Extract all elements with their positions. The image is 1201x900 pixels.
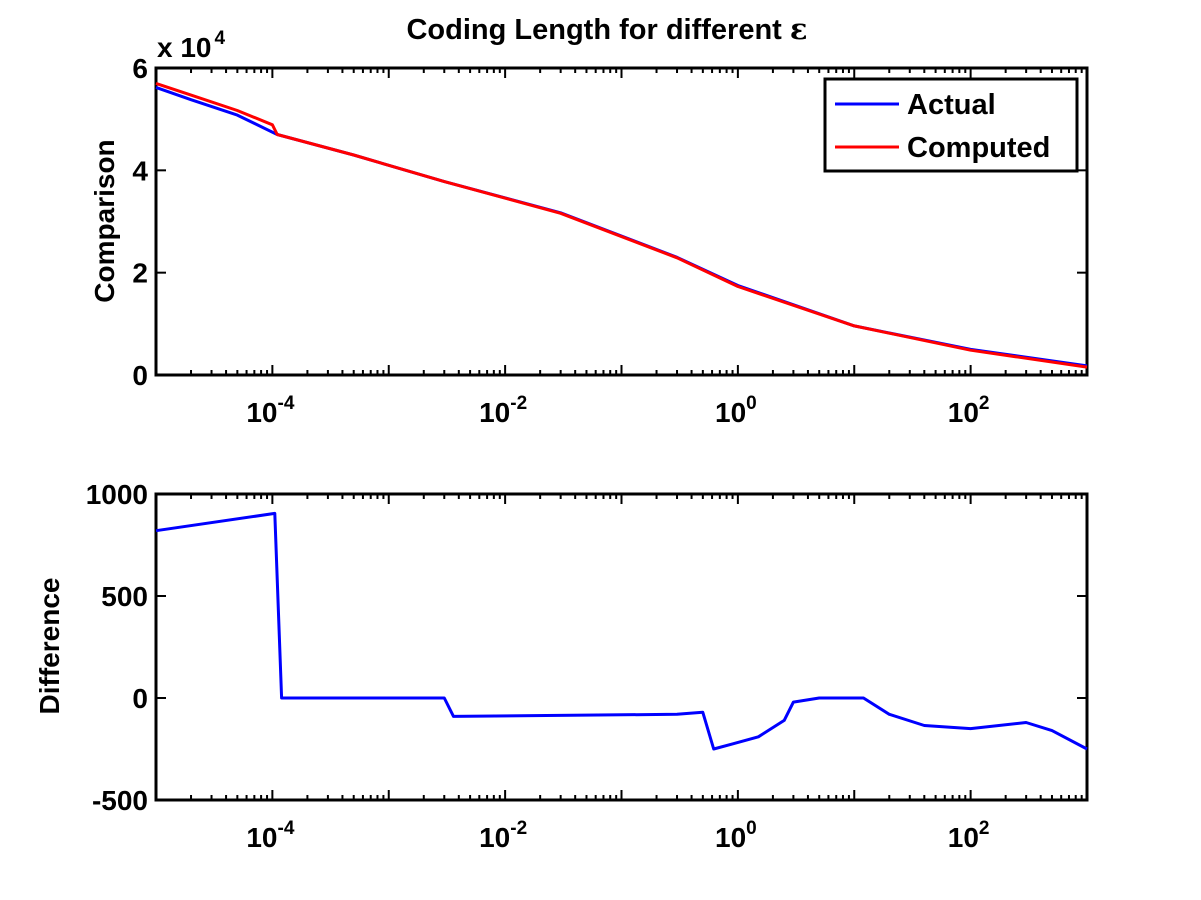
difference-y-tick-label: 0 bbox=[132, 683, 148, 714]
difference-y-axis-label: Difference bbox=[34, 578, 65, 715]
comparison-ticks bbox=[155, 67, 1088, 376]
legend-box bbox=[823, 77, 1079, 173]
comparison-x-tick-label: 10-2 bbox=[479, 393, 527, 428]
difference-ticks bbox=[155, 493, 1088, 801]
difference-x-tick-label: 10-2 bbox=[479, 818, 527, 853]
difference-y-tick-label: 500 bbox=[101, 581, 148, 612]
figure-title: Coding Length for different ε bbox=[406, 12, 807, 46]
comparison-y-tick-label: 4 bbox=[132, 155, 148, 186]
legend: Actual Computed bbox=[823, 77, 1079, 173]
legend-label-actual: Actual bbox=[907, 89, 996, 121]
comparison-series-layer bbox=[155, 81, 1088, 369]
difference-x-tick-label: 100 bbox=[715, 818, 757, 853]
difference-x-tick-label: 10-4 bbox=[246, 818, 294, 853]
comparison-plot: 0 2 4 6 10-4 10-2 100 102 Comparison x 10 4 Actu… bbox=[89, 28, 1089, 428]
comparison-y-multiplier: x 10 4 bbox=[157, 28, 226, 63]
difference-plot: -500 0 500 1000 10-4 10-2 100 102 Difference bbox=[34, 479, 1089, 853]
difference-tick-labels: -500 0 500 1000 10-4 10-2 100 102 bbox=[86, 479, 990, 853]
difference-y-tick-label: 1000 bbox=[86, 479, 148, 510]
legend-label-computed: Computed bbox=[907, 132, 1050, 164]
difference-axes-box bbox=[154, 492, 1089, 802]
difference-series-layer bbox=[155, 511, 1088, 751]
difference-x-tick-label: 102 bbox=[948, 818, 990, 853]
comparison-y-tick-label: 0 bbox=[132, 360, 148, 391]
comparison-y-axis-label: Comparison bbox=[89, 139, 120, 302]
comparison-x-tick-label: 100 bbox=[715, 393, 757, 428]
difference-series-line bbox=[155, 511, 1088, 751]
comparison-y-tick-label: 6 bbox=[132, 53, 148, 84]
comparison-series-computed bbox=[155, 81, 1088, 369]
comparison-x-tick-label: 10-4 bbox=[246, 393, 294, 428]
comparison-x-tick-label: 102 bbox=[948, 393, 990, 428]
comparison-tick-labels: 0 2 4 6 10-4 10-2 100 102 bbox=[132, 53, 989, 428]
difference-y-tick-label: -500 bbox=[92, 785, 148, 816]
comparison-y-tick-label: 2 bbox=[132, 258, 148, 289]
